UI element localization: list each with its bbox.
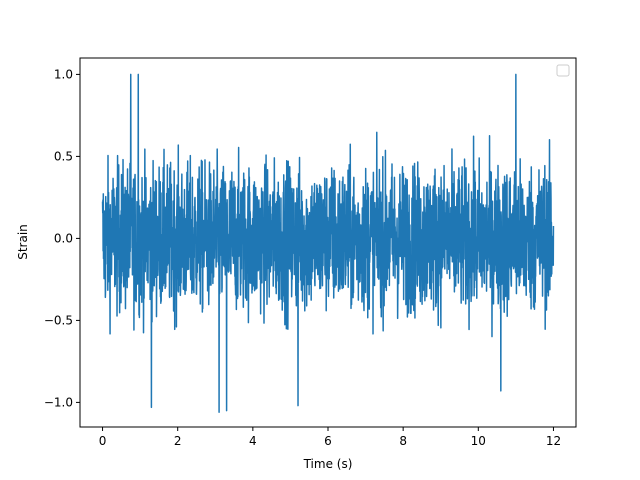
- x-tick-label: 12: [546, 434, 561, 448]
- y-axis-label: Strain: [16, 224, 30, 260]
- x-tick-label: 0: [99, 434, 107, 448]
- y-tick-label: −1.0: [44, 395, 73, 409]
- series-group: [101, 73, 555, 413]
- ticks-group: 0 2 4 6 8 10 12 −1.0 −0.5 0.0 0.5 1.0: [44, 67, 561, 448]
- y-tick-label: 1.0: [54, 67, 73, 81]
- x-tick-label: 2: [174, 434, 182, 448]
- x-tick-label: 8: [399, 434, 407, 448]
- legend-box: [556, 64, 570, 77]
- axes-frame: [79, 57, 577, 428]
- x-tick-label: 10: [471, 434, 486, 448]
- x-tick-label: 4: [249, 434, 257, 448]
- y-tick-label: 0.5: [54, 149, 73, 163]
- legend: [556, 64, 570, 77]
- x-tick-label: 6: [324, 434, 332, 448]
- y-tick-label: 0.0: [54, 231, 73, 245]
- x-axis-label: Time (s): [303, 457, 353, 471]
- strain-series-line: [101, 73, 555, 413]
- y-tick-label: −0.5: [44, 313, 73, 327]
